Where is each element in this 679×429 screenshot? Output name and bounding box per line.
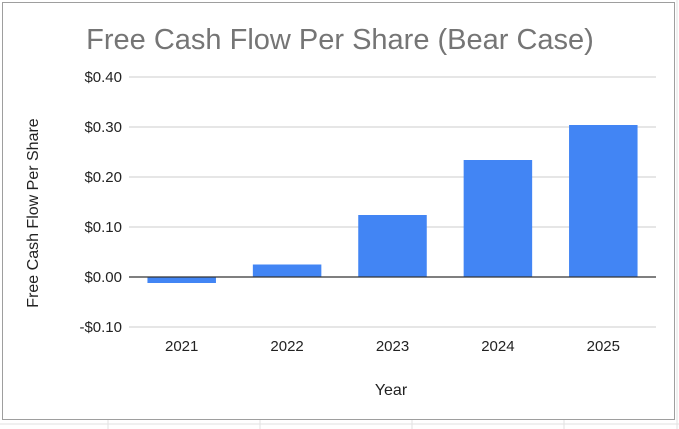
y-axis-title: Free Cash Flow Per Share [25, 118, 42, 308]
bar-chart: Free Cash Flow Per Share (Bear Case) $0.… [25, 24, 656, 399]
chart-container[interactable]: Free Cash Flow Per Share (Bear Case) $0.… [2, 2, 675, 420]
x-tick-label: 2024 [481, 338, 514, 355]
y-tick-label: $0.30 [84, 119, 122, 136]
x-axis-title: Year [375, 382, 408, 399]
bar-2024[interactable] [463, 160, 533, 277]
bar-2025[interactable] [569, 125, 638, 277]
x-tick-label: 2025 [587, 338, 620, 355]
x-tick-label: 2021 [165, 338, 198, 355]
y-tick-label: -$0.10 [79, 319, 122, 336]
y-tick-label: $0.10 [84, 219, 122, 236]
y-tick-label: $0.40 [84, 69, 122, 86]
y-tick-label: $0.20 [84, 169, 122, 186]
bars [147, 125, 638, 283]
y-axis-ticks: $0.40 $0.30 $0.20 $0.10 $0.00 -$0.10 [79, 69, 122, 336]
y-tick-label: $0.00 [84, 269, 122, 286]
x-axis-ticks: 2021 2022 2023 2024 2025 [165, 338, 620, 355]
chart-title: Free Cash Flow Per Share (Bear Case) [86, 24, 594, 56]
bar-2023[interactable] [358, 215, 427, 277]
x-tick-label: 2022 [270, 338, 303, 355]
bar-2021[interactable] [147, 277, 216, 283]
x-tick-label: 2023 [376, 338, 409, 355]
gridlines [129, 76, 656, 328]
bar-2022[interactable] [252, 264, 322, 278]
